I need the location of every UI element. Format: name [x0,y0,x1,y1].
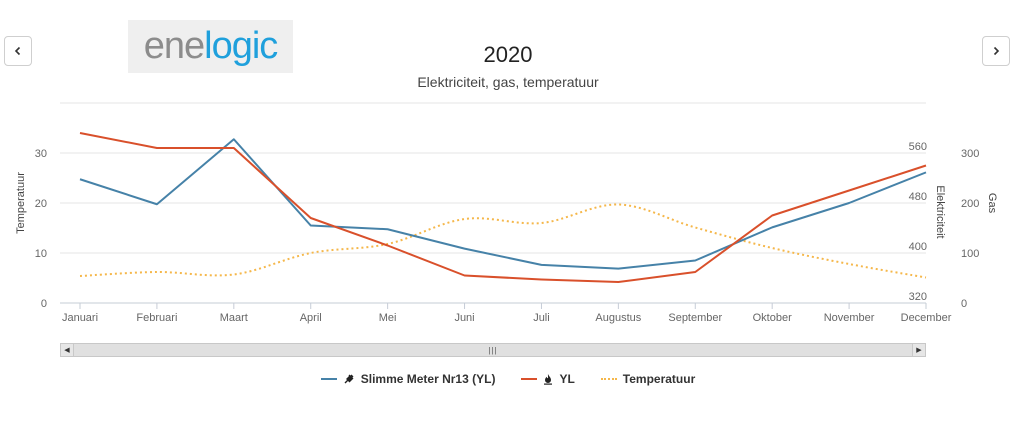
legend-item[interactable]: Slimme Meter Nr13 (YL) [320,372,496,386]
data-point [155,202,159,206]
y-right-inner-tick-label: 560 [909,141,927,153]
data-point [616,280,620,284]
y-right-outer-tick-label: 100 [961,248,979,260]
x-tick-label: April [300,312,322,324]
data-point [693,226,697,230]
data-point [924,164,928,168]
x-tick-label: Oktober [753,312,792,324]
x-tick-label: Juli [533,312,550,324]
data-point [232,137,236,141]
enelogic-logo: ene logic [128,20,293,73]
data-point [539,263,543,267]
x-tick-label: September [668,312,722,324]
data-point [693,259,697,263]
y-right-inner-tick-label: 400 [909,241,927,253]
data-point [78,131,82,135]
data-point [770,246,774,250]
y-right-inner-axis-title: Elektriciteit [934,185,946,238]
data-point [616,203,620,207]
x-tick-label: November [824,312,875,324]
data-point [78,274,82,278]
x-tick-label: Mei [379,312,397,324]
y-right-outer-tick-label: 200 [961,198,979,210]
x-tick-label: Juni [454,312,474,324]
data-point [309,216,313,220]
x-tick-label: Januari [62,312,98,324]
y-left-axis-title: Temperatuur [15,172,27,234]
y-right-outer-tick-label: 300 [961,148,979,160]
data-point [232,273,236,277]
data-point [924,276,928,280]
data-point [539,221,543,225]
data-point [232,146,236,150]
data-point [309,224,313,228]
series-line-1 [79,132,927,283]
y-right-outer-axis-title: Gas [986,193,998,214]
y-right-inner-tick-label: 320 [909,291,927,303]
series-line-0 [79,138,927,270]
x-tick-label: Maart [220,312,248,324]
chart-subtitle: Elektriciteit, gas, temperatuur [417,74,599,90]
scroll-left-arrow-icon[interactable]: ◀ [61,344,74,356]
flame-icon [544,374,553,385]
legend-item[interactable]: YL [521,372,575,386]
scrollbar-thumb[interactable]: ||| [74,344,912,356]
y-right-outer-tick-label: 0 [961,298,967,310]
plug-icon [344,374,354,384]
chart-plot: Januari Februari Maart April Mei Juni Juli Augu… [15,102,998,324]
data-point [463,274,467,278]
grip-icon: ||| [488,345,498,355]
legend-label: YL [559,372,575,386]
y-right-inner-tick-label: 480 [909,191,927,203]
y-left-tick-label: 20 [35,198,47,210]
data-point [539,278,543,282]
chevron-left-icon [14,46,21,56]
data-point [770,214,774,218]
legend-swatch [521,378,538,380]
data-point [847,262,851,266]
data-point [386,227,390,231]
data-point [847,201,851,205]
logo-text-ene: ene [143,25,205,67]
x-tick-label: Augustus [595,312,641,324]
chart-title: 2020 [483,42,533,67]
data-point [463,247,467,251]
data-point [155,270,159,274]
data-point [847,189,851,193]
legend-item[interactable]: Temperatuur [600,372,696,386]
x-tick-label: Februari [136,312,177,324]
navigator-scrollbar[interactable]: ◀ ||| ▶ [60,343,926,357]
data-point [386,244,390,248]
y-left-tick-label: 0 [41,298,47,310]
scroll-right-arrow-icon[interactable]: ▶ [912,344,925,356]
data-point [770,225,774,229]
legend-swatch [320,378,337,380]
chart-legend: Slimme Meter Nr13 (YL) YL Temperatuur [0,372,1016,386]
y-left-tick-label: 10 [35,248,47,260]
data-point [309,251,313,255]
chevron-right-icon [993,46,1000,56]
legend-swatch [600,378,617,380]
data-point [78,177,82,181]
data-point [616,267,620,271]
next-year-button[interactable] [982,36,1010,66]
y-left-tick-label: 30 [35,148,47,160]
data-point [924,170,928,174]
logo-text-logic: logic [204,25,278,67]
series-line-2 [79,203,927,279]
data-point [693,270,697,274]
data-point [155,146,159,150]
legend-label: Slimme Meter Nr13 (YL) [360,372,496,386]
x-tick-label: December [901,312,952,324]
data-point [463,217,467,221]
previous-year-button[interactable] [4,36,32,66]
legend-label: Temperatuur [622,372,696,386]
